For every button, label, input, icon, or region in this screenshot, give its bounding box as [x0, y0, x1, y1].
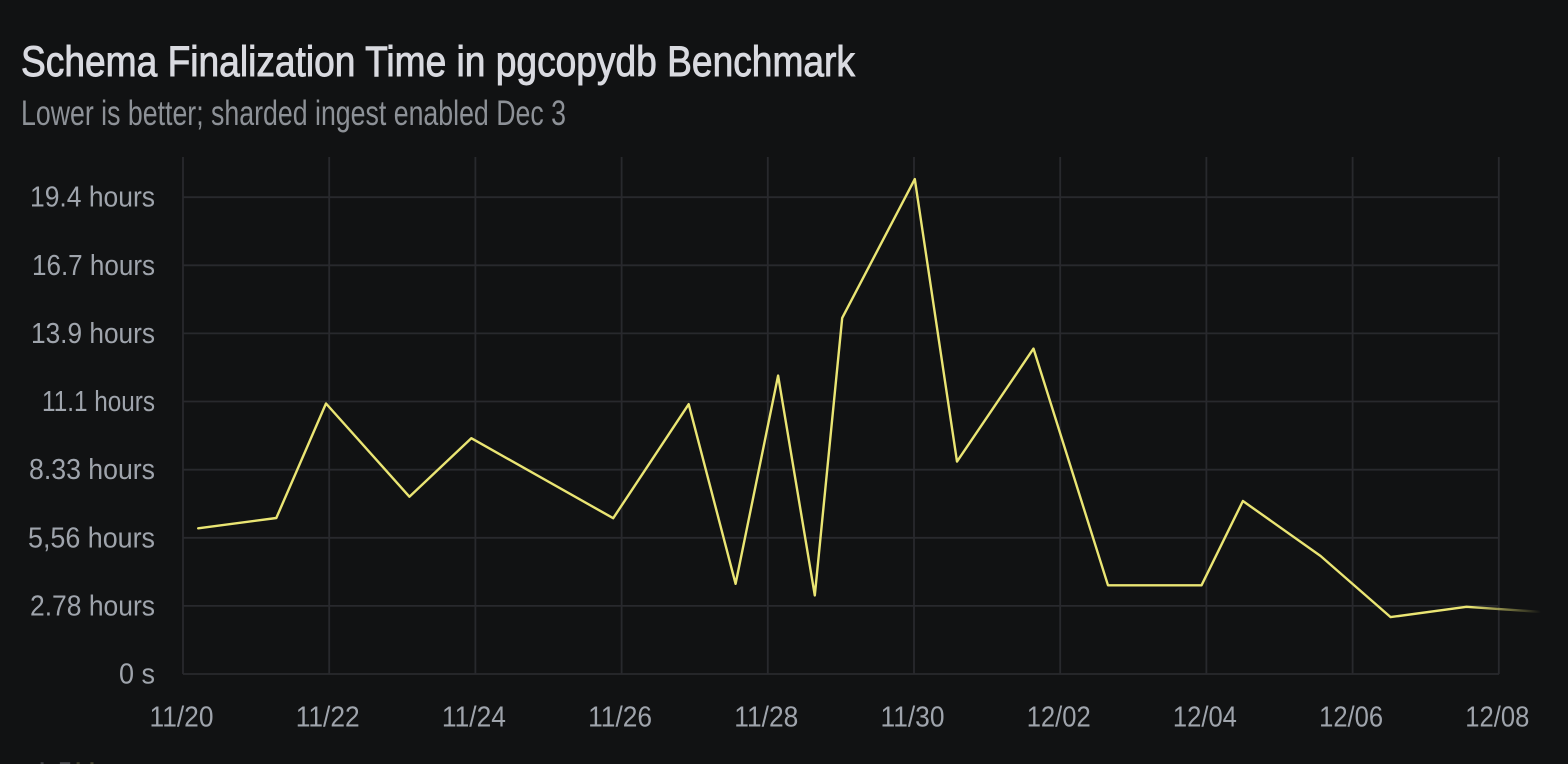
svg-text:Schema Finalization Time in pg: Schema Finalization Time in pgcopydb Ben…	[21, 38, 855, 86]
svg-text:13.9 hours: 13.9 hours	[31, 318, 155, 350]
svg-text:11.1 hours: 11.1 hours	[42, 386, 155, 418]
svg-text:12/02: 12/02	[1027, 702, 1091, 734]
svg-text:12/06: 12/06	[1319, 702, 1383, 734]
svg-text:11/24: 11/24	[442, 702, 506, 734]
svg-text:12/04: 12/04	[1173, 702, 1237, 734]
svg-text:16.7 hours: 16.7 hours	[32, 250, 155, 282]
svg-text:11/28: 11/28	[734, 702, 798, 734]
svg-text:5,56 hours: 5,56 hours	[28, 522, 155, 554]
svg-text:Lower is better; sharded inges: Lower is better; sharded ingest enabled …	[21, 94, 566, 133]
svg-text:11/20: 11/20	[150, 702, 214, 734]
svg-text:2.78 hours: 2.78 hours	[30, 590, 155, 622]
svg-text:11/30: 11/30	[881, 702, 945, 734]
svg-text:0 s: 0 s	[119, 659, 155, 691]
svg-text:8.33 hours: 8.33 hours	[29, 454, 155, 486]
svg-text:12/08: 12/08	[1465, 702, 1529, 734]
svg-text:11/22: 11/22	[296, 702, 360, 734]
svg-text:11/26: 11/26	[588, 702, 652, 734]
svg-text:19.4 hours: 19.4 hours	[30, 182, 155, 214]
